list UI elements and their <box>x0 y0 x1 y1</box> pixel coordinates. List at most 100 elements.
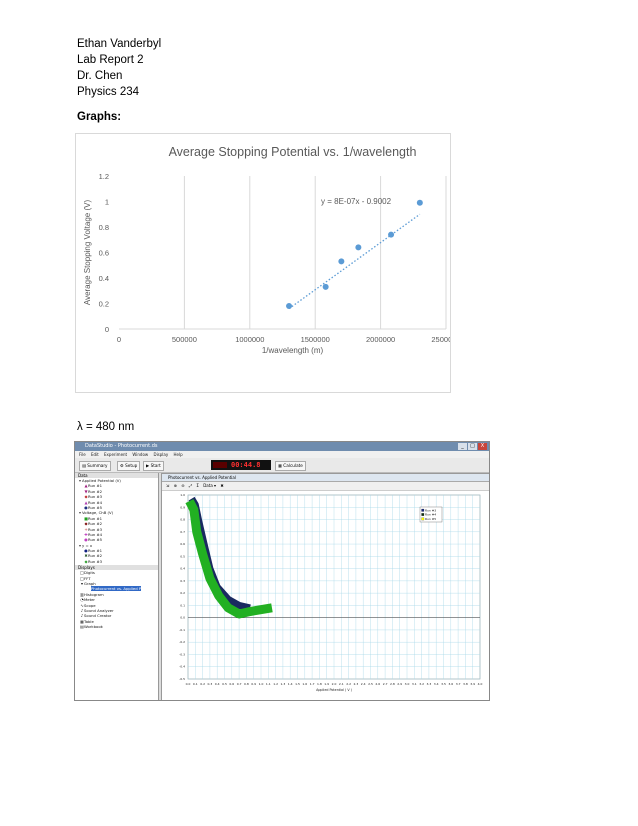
tree-item[interactable]: ▾y = x <box>75 543 158 548</box>
menu-window[interactable]: Window <box>132 452 149 457</box>
graph-x-tick: 1.3 <box>281 682 286 686</box>
graph-y-tick: -0.2 <box>179 640 185 644</box>
tree-item[interactable]: ■Run #1 <box>75 516 158 521</box>
menu-help[interactable]: Help <box>173 452 183 457</box>
display-item[interactable]: ▤Workbook <box>75 624 158 629</box>
tree-item-label: Run #2 <box>88 553 103 559</box>
display-item-label: Sound Creator <box>84 613 112 619</box>
graph-y-tick: -0.4 <box>179 665 185 669</box>
sum-icon[interactable]: Σ <box>196 483 199 488</box>
trendline <box>288 213 421 310</box>
start-button[interactable]: ▶ Start <box>143 461 164 471</box>
timer-display: 00:44.8 <box>211 460 271 470</box>
graph-x-tick: 0.6 <box>229 682 234 686</box>
display-item[interactable]: ▥Histogram <box>75 592 158 597</box>
display-item[interactable]: ◔Meter <box>75 597 158 602</box>
graph-x-tick: 3.9 <box>470 682 475 686</box>
graph-y-tick: 0.4 <box>180 567 185 571</box>
graph-y-tick: 0.9 <box>180 505 185 509</box>
y-tick-label: 1.2 <box>99 172 109 181</box>
graph-y-tick: 0.2 <box>180 591 185 595</box>
graph-x-tick: 1.6 <box>302 682 307 686</box>
delete-icon[interactable]: ✖ <box>220 483 224 488</box>
graph-x-tick: 1.0 <box>259 682 264 686</box>
graph-y-tick: 0.7 <box>180 530 185 534</box>
display-item[interactable]: ♪Sound Analyzer <box>75 608 158 613</box>
graph-x-tick: 1.2 <box>273 682 278 686</box>
close-button[interactable]: X <box>478 443 487 450</box>
legend-marker <box>421 508 425 512</box>
graph-x-tick: 0.4 <box>215 682 220 686</box>
chart-title: Average Stopping Potential vs. 1/wavelen… <box>169 145 417 159</box>
summary-button[interactable]: ▤ Summary <box>79 461 111 471</box>
data-tree-header: Data <box>75 473 158 478</box>
zoom-out-icon[interactable]: ⊖ <box>181 483 185 488</box>
tree-item[interactable]: ✖Run #2 <box>75 553 158 558</box>
legend-label: Run #5 <box>425 517 436 521</box>
display-item-label: Table <box>84 618 94 624</box>
course-name: Physics 234 <box>77 86 140 98</box>
tree-item[interactable]: ◆Run #3 <box>75 494 158 499</box>
graph-y-tick: -0.5 <box>179 677 185 681</box>
tree-item[interactable]: +Run #3 <box>75 527 158 532</box>
calculate-button[interactable]: ▦ Calculate <box>275 461 306 471</box>
tree-item[interactable]: ◆Run #2 <box>75 521 158 526</box>
graph-x-tick: 2.5 <box>368 682 373 686</box>
x-tick-label: 2500000 <box>431 335 450 344</box>
menu-display[interactable]: Display <box>153 452 169 457</box>
fit-icon[interactable]: ⤢ <box>188 483 193 488</box>
chart-svg: Average Stopping Potential vs. 1/wavelen… <box>83 145 450 355</box>
maximize-button[interactable]: □ <box>468 443 477 450</box>
run-symbol-icon: ▾ <box>78 478 81 483</box>
display-type-icon: ♪ <box>80 613 84 619</box>
tree-item-label: Applied Potential (V) <box>82 478 121 483</box>
display-item-label: Digits <box>84 570 95 576</box>
graph-plot-area[interactable]: 0.0 0.1 0.2 0.3 0.4 0.5 0.6 0.7 0.8 0.9 1.0 1.1 1.2 1… <box>162 491 489 699</box>
tree-item-label: Run #1 <box>88 548 103 554</box>
legend-label: Run #4 <box>425 513 436 517</box>
display-item[interactable]: ▦Table <box>75 619 158 624</box>
tree-item[interactable]: ▼Run #2 <box>75 489 158 494</box>
graph-x-tick: 0.0 <box>186 682 191 686</box>
run-symbol-icon: ● <box>84 504 88 510</box>
graph-y-tick: 0.5 <box>180 554 185 558</box>
tree-item[interactable]: ◆Run #3 <box>75 559 158 564</box>
tree-item[interactable]: ●Run #5 <box>75 537 158 542</box>
display-item[interactable]: □Digits <box>75 570 158 575</box>
menu-edit[interactable]: Edit <box>90 452 99 457</box>
display-item[interactable]: Photocurrent vs. Applied P <box>75 586 158 592</box>
author-header: Ethan Vanderbyl Lab Report 2 Dr. Chen Ph… <box>77 36 161 100</box>
graph-x-tick: 2.3 <box>354 682 359 686</box>
wavelength-label: λ = 480 nm <box>77 421 135 433</box>
y-axis-label: Average Stopping Voltage (V) <box>83 200 92 306</box>
tree-item[interactable]: ▲Run #4 <box>75 500 158 505</box>
display-item[interactable]: ▾Graph <box>75 581 158 586</box>
minimize-button[interactable]: _ <box>458 443 467 450</box>
zoom-in-icon[interactable]: ⊕ <box>173 483 177 488</box>
data-menu[interactable]: Data ▾ <box>203 483 217 488</box>
tree-item[interactable]: ✚Run #4 <box>75 532 158 537</box>
tree-item[interactable]: ▾Voltage, ChB (V) <box>75 510 158 515</box>
display-item[interactable]: ∿Scope <box>75 603 158 608</box>
display-item[interactable]: ♪Sound Creator <box>75 613 158 618</box>
menu-file[interactable]: File <box>79 452 86 457</box>
scale-icon[interactable]: ⇲ <box>166 483 170 488</box>
menu-experiment[interactable]: Experiment <box>104 452 128 457</box>
graph-x-tick: 3.0 <box>405 682 410 686</box>
display-item[interactable]: □FFT <box>75 576 158 581</box>
data-point <box>388 231 395 238</box>
tree-item-label: Run #2 <box>88 521 103 527</box>
tree-item[interactable]: ●Run #5 <box>75 505 158 510</box>
tree-item[interactable]: ▾Applied Potential (V) <box>75 478 158 483</box>
trendline-equation: y = 8E-07x - 0.9002 <box>321 197 392 206</box>
legend-marker <box>421 513 425 516</box>
display-type-icon: □ <box>80 575 84 581</box>
tree-item[interactable]: ●Run #1 <box>75 548 158 553</box>
graph-x-tick: 2.7 <box>383 682 388 686</box>
display-item-label: Scope <box>84 602 96 608</box>
graph-y-tick: -0.3 <box>179 652 185 656</box>
window-titlebar: DataStudio - Photocurrent.ds _ □ X <box>75 442 489 451</box>
graph-x-tick: 3.1 <box>412 682 417 686</box>
setup-button[interactable]: ⚙ Setup <box>117 461 141 471</box>
tree-item[interactable]: ▲Run #1 <box>75 483 158 488</box>
